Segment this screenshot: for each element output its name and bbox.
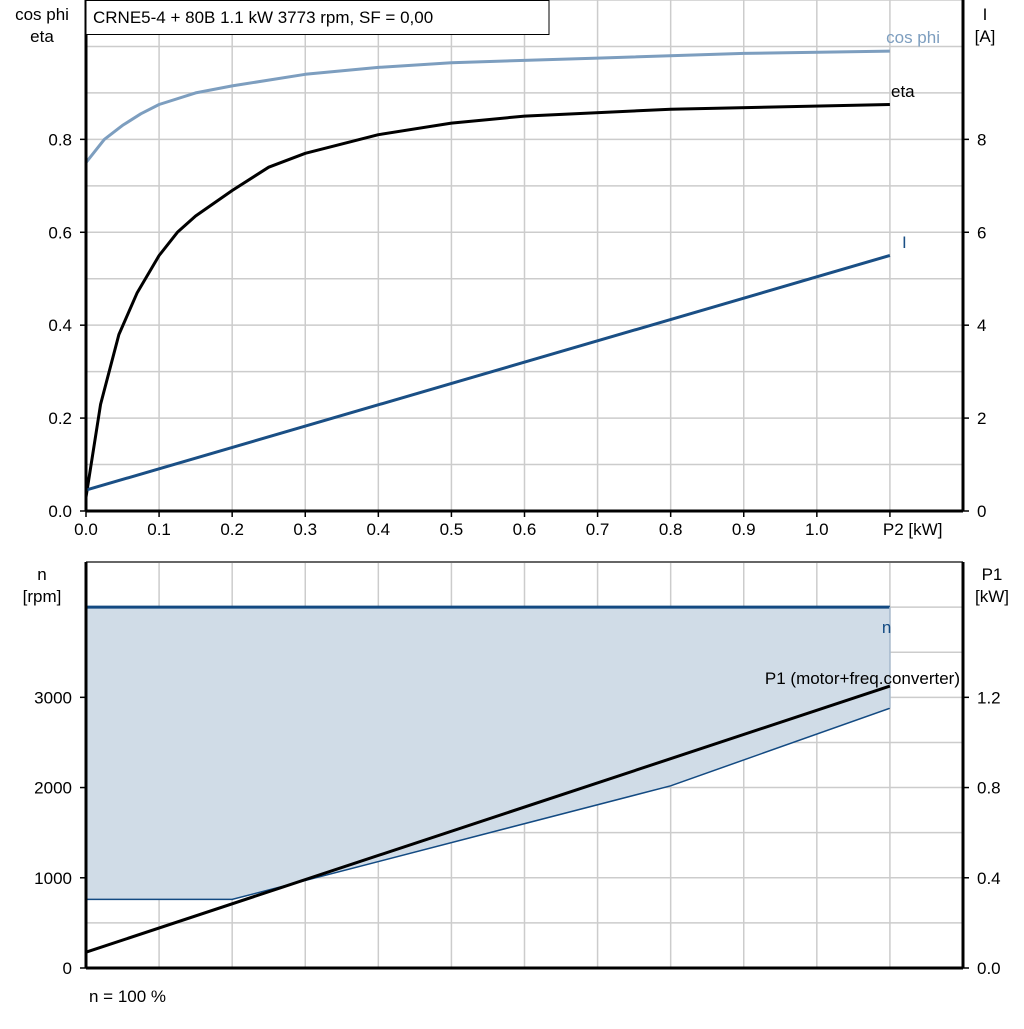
x-tick-label: 0.6 — [513, 520, 537, 539]
cos-phi-series-label: cos phi — [886, 28, 940, 47]
y-tick-label: 8 — [977, 130, 986, 149]
y-tick-label: 0 — [63, 959, 72, 978]
y-tick-label: 6 — [977, 223, 986, 242]
y-tick-label: 0.2 — [48, 409, 72, 428]
y-tick-label: 0.0 — [48, 502, 72, 521]
i-series-label: I — [902, 233, 907, 252]
x-tick-label: 0.2 — [220, 520, 244, 539]
x-tick-label: 0.0 — [74, 520, 98, 539]
x-tick-label: 0.9 — [732, 520, 756, 539]
y-axis-label-right: [kW] — [975, 587, 1009, 606]
y-tick-label: 1.2 — [977, 688, 1001, 707]
p1-series-label: P1 (motor+freq.converter) — [765, 669, 960, 688]
y-tick-label: 0 — [977, 502, 986, 521]
eta-line — [84, 103, 890, 498]
x-tick-label: 0.3 — [293, 520, 317, 539]
n-min-line — [86, 707, 891, 901]
y-axis-label-left: cos phi — [15, 5, 69, 24]
speed-range-area — [86, 607, 890, 900]
y-tick-label: 0.0 — [977, 959, 1001, 978]
x-tick-label: 0.7 — [586, 520, 610, 539]
top-grid — [86, 0, 964, 511]
y-tick-label: 1000 — [34, 869, 72, 888]
y-axis-label-right: P1 — [982, 565, 1003, 584]
y-axis-label-left: n — [37, 565, 46, 584]
axes: 0.0 0.1 0.2 0.3 0.4 0.5 0.6 0.7 0.8 0.9 1.0 P2 [kW]… — [15, 0, 1009, 978]
y-axis-label-right: [A] — [975, 27, 996, 46]
I-line — [85, 254, 891, 492]
y-tick-label: 2000 — [34, 779, 72, 798]
speed-footer: n = 100 % — [89, 987, 166, 1006]
y-tick-label: 0.4 — [48, 316, 72, 335]
y-axis-label-left: eta — [30, 27, 54, 46]
title-box: CRNE5-4 + 80B 1.1 kW 3773 rpm, SF = 0,00 — [85, 0, 550, 35]
y-tick-label: 0.8 — [48, 130, 72, 149]
y-axis-label-left: [rpm] — [23, 587, 62, 606]
x-axis-label: P2 [kW] — [883, 520, 943, 539]
x-tick-label: 0.8 — [659, 520, 683, 539]
chart-marks: n P1 (motor+freq.converter) cos phi eta I — [84, 28, 960, 954]
chart-title: CRNE5-4 + 80B 1.1 kW 3773 rpm, SF = 0,00 — [93, 8, 433, 27]
y-tick-label: 0.4 — [977, 869, 1001, 888]
y-axis-label-right: I — [983, 5, 988, 24]
x-tick-label: 0.5 — [440, 520, 464, 539]
eta-series-label: eta — [891, 82, 915, 101]
y-tick-label: 2 — [977, 409, 986, 428]
y-tick-label: 3000 — [34, 688, 72, 707]
n-series-label: n — [882, 618, 891, 637]
x-tick-label: 0.1 — [147, 520, 171, 539]
x-tick-label: 0.4 — [367, 520, 391, 539]
y-tick-label: 4 — [977, 316, 986, 335]
y-tick-label: 0.6 — [48, 223, 72, 242]
p1-line — [85, 684, 891, 954]
y-tick-label: 0.8 — [977, 779, 1001, 798]
cos-phi-line — [84, 49, 890, 164]
x-tick-label: 1.0 — [805, 520, 829, 539]
